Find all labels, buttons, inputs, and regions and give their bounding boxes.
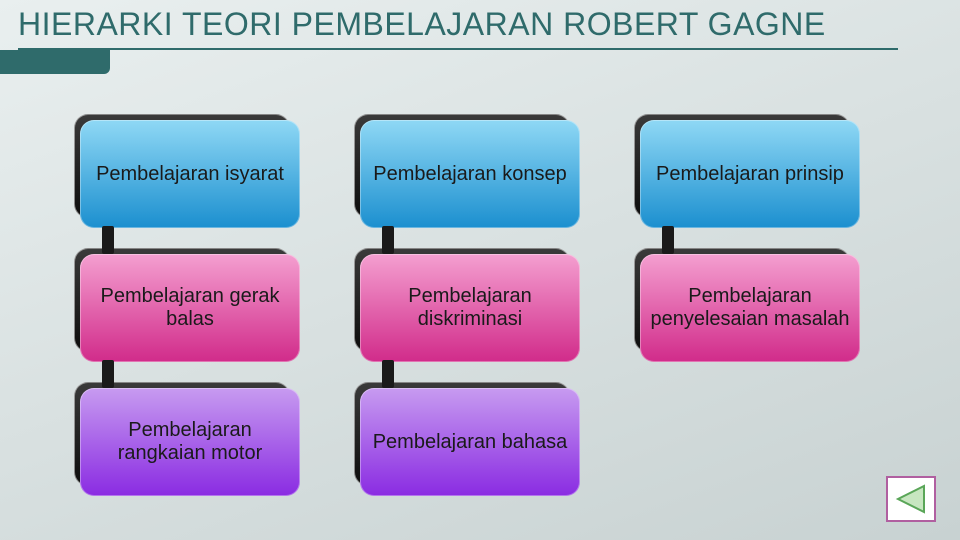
card-label: Pembelajaran penyelesaian masalah [650,285,850,331]
card-label: Pembelajaran prinsip [656,163,844,186]
card-label: Pembelajaran konsep [373,163,566,186]
card-label: Pembelajaran diskriminasi [370,285,570,331]
card-face: Pembelajaran diskriminasi [360,254,580,362]
card: Pembelajaran prinsip [640,120,860,228]
card-face: Pembelajaran penyelesaian masalah [640,254,860,362]
card-label: Pembelajaran gerak balas [90,285,290,331]
card-face: Pembelajaran prinsip [640,120,860,228]
page-title: HIERARKI TEORI PEMBELAJARAN ROBERT GAGNE [18,6,826,43]
card: Pembelajaran gerak balas [80,254,300,362]
slide: HIERARKI TEORI PEMBELAJARAN ROBERT GAGNE… [0,0,960,540]
card: Pembelajaran konsep [360,120,580,228]
card-label: Pembelajaran bahasa [373,431,568,454]
card: Pembelajaran diskriminasi [360,254,580,362]
card-face: Pembelajaran gerak balas [80,254,300,362]
card-label: Pembelajaran isyarat [96,163,284,186]
card: Pembelajaran bahasa [360,388,580,496]
card: Pembelajaran isyarat [80,120,300,228]
card-face: Pembelajaran isyarat [80,120,300,228]
title-underline [18,48,898,50]
connector-stub [382,226,394,254]
card: Pembelajaran penyelesaian masalah [640,254,860,362]
card-face: Pembelajaran rangkaian motor [80,388,300,496]
card: Pembelajaran rangkaian motor [80,388,300,496]
title-tab [0,50,110,74]
card-face: Pembelajaran bahasa [360,388,580,496]
connector-stub [382,360,394,388]
card-face: Pembelajaran konsep [360,120,580,228]
card-grid: Pembelajaran isyarat Pembelajaran konsep P… [80,120,860,496]
connector-stub [102,360,114,388]
back-arrow-button[interactable] [886,476,936,522]
connector-stub [102,226,114,254]
triangle-left-icon [894,484,928,514]
title-text: HIERARKI TEORI PEMBELAJARAN ROBERT GAGNE [18,6,826,42]
card-label: Pembelajaran rangkaian motor [90,419,290,465]
connector-stub [662,226,674,254]
